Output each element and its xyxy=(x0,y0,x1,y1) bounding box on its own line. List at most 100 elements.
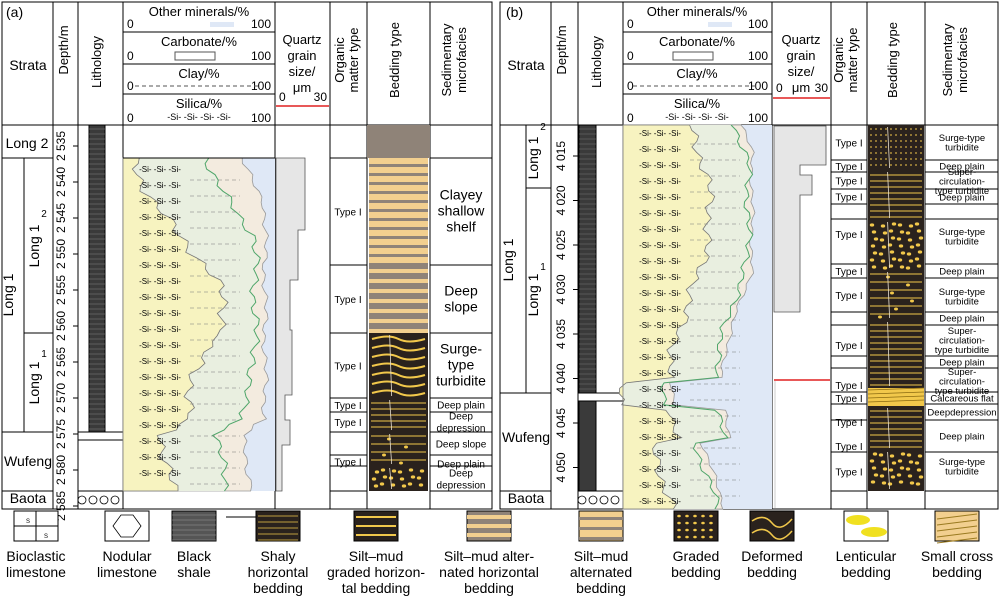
graded-grain xyxy=(869,258,875,262)
legend-label-silt-mud-alternated-horizontal-bedding: bedding xyxy=(464,580,514,596)
graded-grain xyxy=(677,528,681,532)
facies-label: Deep plain xyxy=(939,358,984,369)
silica-marker: -Si- -Si- -Si- xyxy=(139,373,181,382)
graded-grain xyxy=(914,222,920,226)
deformed-lamina xyxy=(751,528,793,540)
quartz-max: 30 xyxy=(815,81,829,95)
bedding-crack xyxy=(887,407,890,449)
graded-grain xyxy=(888,229,894,233)
bedding-silt-band xyxy=(369,319,428,323)
scale-max: 100 xyxy=(251,111,271,125)
cross-lamina xyxy=(936,513,978,520)
graded-grain xyxy=(701,535,705,539)
bedding-mud-band xyxy=(369,209,428,212)
graded-grain xyxy=(693,514,697,518)
bedding-mud-band xyxy=(369,164,428,167)
lenticular-lamina xyxy=(371,344,426,352)
graded-grain xyxy=(917,250,923,254)
graded-grain xyxy=(872,251,878,255)
strata-long1: Long 1 xyxy=(0,273,16,316)
graded-grain xyxy=(890,475,896,479)
silica-marker: -Si- -Si- -Si- xyxy=(639,129,681,138)
lens-body xyxy=(846,515,870,525)
bedding-dark-block xyxy=(868,220,924,270)
mud-band xyxy=(579,537,623,540)
graded-grain xyxy=(918,236,924,240)
silica-marker: -Si- -Si- -Si- xyxy=(639,193,681,202)
silica-marker: -Si- -Si- -Si- xyxy=(139,341,181,350)
bedding-silt-band xyxy=(369,329,428,333)
silica-marker: -Si- -Si- -Si- xyxy=(639,289,681,298)
panel-a: (a) Strata Depth/m Lithology Other minerals/… xyxy=(0,1,493,521)
legend-swatch-black-shale xyxy=(171,510,217,542)
legend-label-silt-mud-graded-horizontal-bedding: tal bedding xyxy=(342,580,411,596)
graded-grain xyxy=(909,245,915,249)
quartz-header-line: size/ xyxy=(289,64,316,79)
bedding-crack xyxy=(887,126,890,169)
lens-body xyxy=(861,527,887,537)
facies-label: turbidite xyxy=(945,236,979,247)
graded-grain xyxy=(891,222,897,226)
facies-label: Deep slope xyxy=(436,439,487,450)
facies-label: shelf xyxy=(446,219,476,235)
bedding-crack xyxy=(389,433,393,465)
cross-lamina xyxy=(936,525,978,532)
facies-label: turbidite xyxy=(945,466,979,477)
clay-curve xyxy=(659,124,754,510)
organic-type-label: Type I xyxy=(334,458,361,469)
legend-label-bioclastic-limestone: Bioclastic xyxy=(6,548,65,564)
graded-grain xyxy=(907,238,913,242)
organic-type-label: Type I xyxy=(334,362,361,373)
depth-tick-label: 4 020 xyxy=(554,185,568,215)
depth-tick-label: 4 050 xyxy=(554,452,568,482)
silica-marker: -Si- -Si- -Si- xyxy=(139,277,181,286)
graded-grain xyxy=(685,521,689,525)
silica-marker: -Si- -Si- -Si- xyxy=(139,261,181,270)
mineral-header-3: Silica/% xyxy=(176,96,223,111)
facies-label: Deep xyxy=(449,468,473,479)
facies-label: depression xyxy=(437,423,486,434)
cross-lamina xyxy=(867,395,925,399)
legend-label-black-shale: Black xyxy=(177,548,212,564)
depth-tick-label: 2 575 xyxy=(54,419,68,449)
lithology-black-shale xyxy=(88,124,106,435)
depth-tick-label: 4 030 xyxy=(554,274,568,304)
facies-label: type xyxy=(448,357,475,373)
depth-tick-label: 4 040 xyxy=(554,363,568,393)
bedding-mud-band xyxy=(369,236,428,239)
panel-b: (b) Strata Depth/m Lithology Other minerals/… xyxy=(499,1,999,510)
graded-grain xyxy=(882,266,888,270)
header-bedding: Bedding type xyxy=(885,22,900,98)
graded-grain xyxy=(416,476,422,480)
legend-label-silt-mud-alternated-bedding: Silt–mud xyxy=(574,548,628,564)
scale-max: 100 xyxy=(251,49,271,63)
strata-long12-subscript: 2 xyxy=(41,209,47,220)
strata-long11: Long 1 xyxy=(26,361,42,404)
silica-marker: -Si- -Si- -Si- xyxy=(639,225,681,234)
facies-label: depression xyxy=(437,480,486,491)
cross-lamina xyxy=(867,399,925,403)
bedding-mud-band xyxy=(369,191,428,194)
nodule xyxy=(610,495,620,505)
strata-long12: Long 1 xyxy=(26,224,42,267)
legend: SSBioclasticlimestoneNodularlimestoneBla… xyxy=(6,510,993,596)
graded-grain xyxy=(899,466,905,470)
facies-label: Deep plain xyxy=(939,267,984,278)
depth-tick-label: 2 550 xyxy=(54,239,68,269)
quartz-header-line: μm xyxy=(293,80,311,95)
silica-marker: -Si- -Si- -Si- xyxy=(639,273,681,282)
mud-band xyxy=(579,517,623,520)
organic-type-label: Type I xyxy=(835,291,862,302)
bedding-silt-band xyxy=(369,309,428,313)
silt-band xyxy=(467,533,511,537)
graded-grain xyxy=(916,229,922,233)
panel-label-b: (b) xyxy=(506,4,523,20)
bedding-mud-band xyxy=(369,218,428,221)
nodule xyxy=(588,495,598,505)
strata-long12: Long 1 xyxy=(525,136,541,179)
silica-marker: -Si- -Si- -Si- xyxy=(139,165,181,174)
graded-grain xyxy=(408,468,414,472)
graded-grain xyxy=(870,480,876,484)
silica-marker: -Si- -Si- -Si- xyxy=(639,417,681,426)
graded-grain xyxy=(891,461,897,465)
